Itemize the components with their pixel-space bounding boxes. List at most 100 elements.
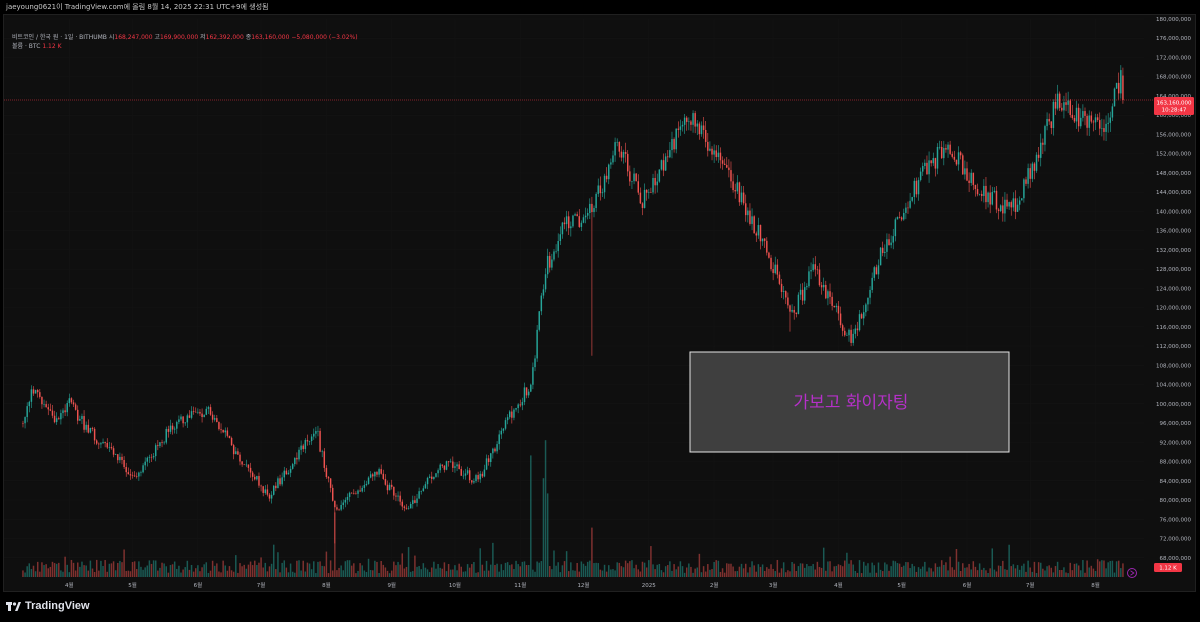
candle-body: [578, 216, 581, 227]
x-tick-label: 10월: [449, 581, 461, 589]
candle-body: [53, 415, 56, 423]
volume-bar: [310, 569, 313, 577]
volume-bar: [919, 568, 922, 577]
volume-bar: [856, 572, 859, 577]
volume-bar: [422, 563, 425, 577]
candle-body: [346, 496, 349, 500]
volume-bar: [957, 561, 960, 577]
volume-bar: [525, 565, 528, 577]
y-tick-label: 68,000,000: [1160, 556, 1192, 562]
volume-bar: [841, 566, 844, 577]
price-chart[interactable]: 180,000,000 176,000,000 172,000,000 168,000…: [4, 15, 1195, 591]
candle-body: [555, 251, 557, 252]
volume-bar: [922, 566, 924, 577]
candle-body: [932, 158, 935, 164]
volume-bar: [698, 553, 701, 577]
candle-body: [220, 429, 222, 430]
candle-body: [437, 470, 439, 474]
candle-body: [888, 239, 890, 246]
candle-body: [989, 192, 991, 205]
volume-bar: [380, 560, 382, 577]
volume-bar: [572, 570, 574, 577]
volume-bar: [873, 565, 876, 577]
volume-bar: [713, 562, 715, 577]
volume-bar: [650, 546, 652, 577]
candle-body: [51, 410, 54, 416]
volume-bar: [60, 570, 62, 577]
volume-bar: [338, 567, 340, 577]
volume-bar: [976, 570, 979, 577]
legend-volume-value: 1.12 K: [42, 43, 62, 50]
candle-body: [300, 445, 302, 450]
volume-bar: [1008, 544, 1010, 577]
annotation-box[interactable]: 가보고 화이자팅: [689, 351, 1010, 453]
volume-bar: [656, 564, 658, 577]
volume-bar: [39, 571, 41, 577]
volume-bar: [664, 566, 667, 577]
volume-bar: [302, 560, 304, 577]
volume-bar: [1111, 560, 1114, 577]
volume-bar: [652, 564, 654, 577]
legend-volume-label[interactable]: 볼륨 · BTC: [12, 43, 41, 50]
volume-bar: [515, 560, 517, 577]
volume-bar: [852, 564, 854, 577]
candle-body: [618, 141, 621, 152]
candle-body: [321, 451, 323, 452]
candle-body: [374, 472, 376, 477]
candle-body: [260, 485, 262, 487]
volume-bar: [91, 568, 94, 577]
candle-body: [161, 442, 163, 443]
candle-body: [763, 238, 766, 241]
volume-bar: [669, 561, 671, 577]
volume-bar: [1067, 573, 1069, 577]
y-tick-label: 144,000,000: [1156, 190, 1191, 196]
candle-body: [483, 469, 486, 477]
volume-bar: [667, 565, 669, 577]
volume-bar: [395, 565, 397, 577]
volume-bar: [473, 561, 475, 577]
candle-body: [1120, 70, 1122, 94]
brand[interactable]: TradingView: [6, 600, 90, 612]
y-tick-label: 164,000,000: [1156, 94, 1191, 100]
volume-bar: [98, 570, 100, 577]
time-axis[interactable]: 4월 5월 6월 7월 8월 9월 10월 11월 12월 2025 2월 3월 4월 5월 6월 7월 8월: [65, 581, 1100, 589]
volume-bar: [793, 563, 795, 577]
volume-bar: [224, 565, 226, 577]
candle-body: [704, 129, 707, 142]
candle-body: [957, 152, 960, 165]
volume-bar: [688, 563, 690, 577]
candle-body: [1054, 101, 1057, 109]
y-tick-label: 92,000,000: [1160, 440, 1192, 446]
candle-body: [801, 289, 804, 301]
candle-body: [978, 193, 981, 195]
volume-bar: [329, 560, 332, 577]
candle-body: [350, 492, 353, 494]
price-axis[interactable]: 180,000,000 176,000,000 172,000,000 168,000…: [1156, 17, 1191, 562]
legend-open-label: 시: [108, 34, 115, 41]
candle-body: [464, 473, 467, 476]
volume-bar: [481, 564, 484, 577]
volume-bar: [816, 561, 819, 577]
volume-bar: [129, 571, 132, 577]
volume-bar: [418, 566, 420, 577]
chart-panel[interactable]: 180,000,000 176,000,000 172,000,000 168,000…: [3, 14, 1196, 592]
candle-body: [997, 209, 1000, 212]
candle-body: [947, 144, 949, 150]
volume-bar: [1115, 561, 1118, 577]
volume-bar: [211, 560, 214, 577]
candle-body: [839, 313, 842, 326]
candle-body: [635, 173, 637, 182]
volume-bar: [603, 564, 606, 577]
volume-bar: [466, 564, 469, 577]
candle-body: [867, 297, 869, 305]
legend-close-value: 163,160,000: [251, 34, 290, 41]
volume-bar: [182, 569, 184, 577]
goto-realtime-icon[interactable]: [1127, 568, 1137, 578]
legend-symbol[interactable]: 비트코인 / 한국 원 · 1일 · BITHUMB: [12, 34, 107, 41]
volume-bar: [367, 558, 370, 577]
candle-body: [753, 216, 755, 234]
volume-bar: [1035, 572, 1038, 577]
volume-bar: [506, 562, 509, 577]
volume-bar: [658, 563, 661, 577]
volume-bar: [136, 569, 138, 577]
